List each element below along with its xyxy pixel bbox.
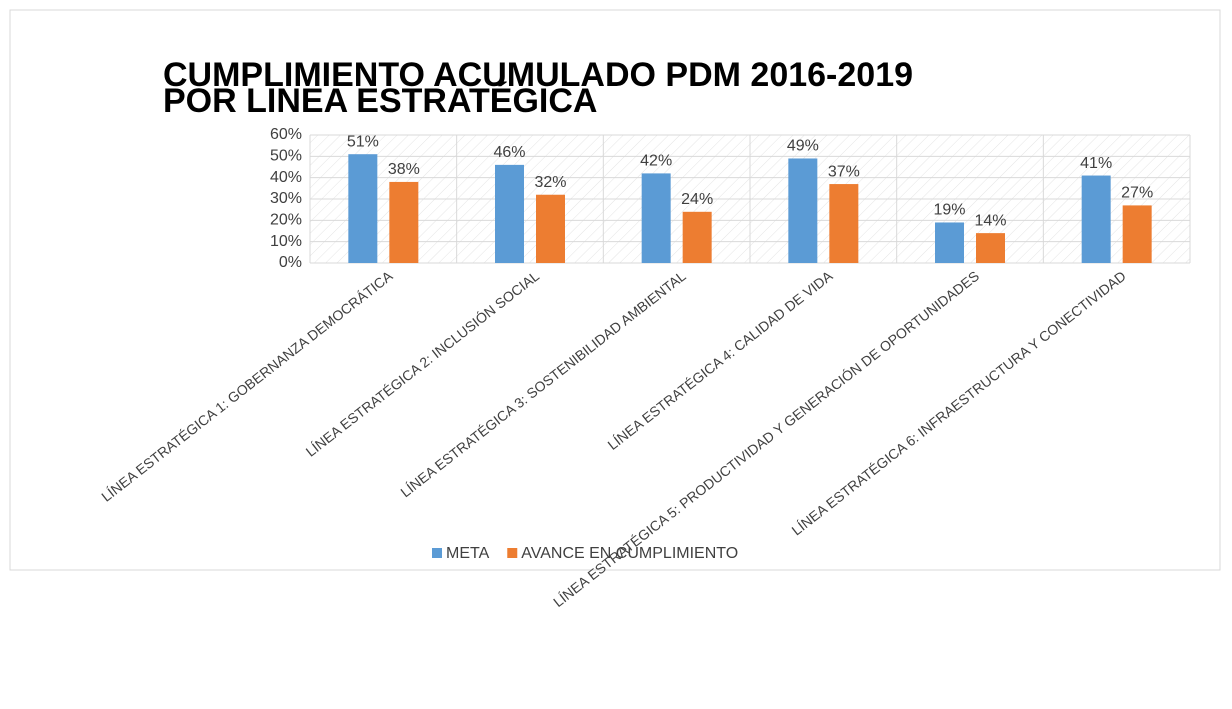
y-tick-label: 30% — [270, 190, 302, 207]
value-label: 46% — [493, 144, 525, 161]
legend-swatch — [432, 548, 442, 558]
bar — [389, 181, 419, 263]
value-label: 37% — [828, 163, 860, 180]
value-label: 51% — [347, 133, 379, 150]
chart-title: CUMPLIMIENTO ACUMULADO PDM 2016-2019 — [163, 56, 913, 94]
value-label: 41% — [1080, 155, 1112, 172]
bar — [1081, 175, 1111, 263]
legend-swatch — [507, 548, 518, 558]
bar — [348, 154, 378, 263]
y-tick-label: 40% — [270, 169, 302, 186]
bar — [641, 173, 671, 263]
y-tick-label: 0% — [279, 254, 302, 271]
value-label: 42% — [640, 153, 672, 170]
chart-border — [9, 9, 1221, 571]
value-label: 32% — [534, 174, 566, 191]
y-tick-label: 50% — [270, 148, 302, 165]
y-tick-label: 20% — [270, 212, 302, 229]
value-label: 38% — [388, 161, 420, 178]
x-tick-label: LÍNEA ESTRATÉGICA 3: SOSTENIBILIDAD AMBI… — [397, 268, 689, 501]
bar — [935, 222, 964, 263]
x-tick-label: LÍNEA ESTRATÉGICA 2: INCLUSIÓN SOCIAL — [303, 268, 543, 460]
value-label: 14% — [974, 212, 1006, 229]
y-tick-label: 10% — [270, 233, 302, 250]
y-tick-label: 60% — [270, 126, 302, 143]
chart-title: POR LINEA ESTRATÉGICA — [163, 82, 597, 120]
value-label: 27% — [1121, 185, 1153, 202]
legend-label: META — [446, 545, 490, 562]
bar — [1122, 205, 1152, 263]
x-tick-label: LÍNEA ESTRATÉGICA 6: INFRAESTRUCTURA Y C… — [789, 268, 1129, 539]
bar — [495, 164, 524, 263]
value-label: 49% — [787, 138, 819, 155]
x-tick-label: LÍNEA ESTRATÉGICA 4: CALIDAD DE VIDA — [604, 267, 835, 453]
legend-label: AVANCE EN CUMPLIMIENTO — [521, 545, 738, 562]
bar — [829, 184, 859, 263]
value-label: 24% — [681, 191, 713, 208]
bar — [976, 233, 1005, 263]
bar — [788, 158, 818, 263]
value-label: 19% — [933, 202, 965, 219]
bar — [682, 211, 712, 263]
bar — [536, 194, 565, 263]
x-tick-label: LÍNEA ESTRATÉGICA 1: GOBERNANZA DEMOCRÁT… — [98, 267, 396, 504]
